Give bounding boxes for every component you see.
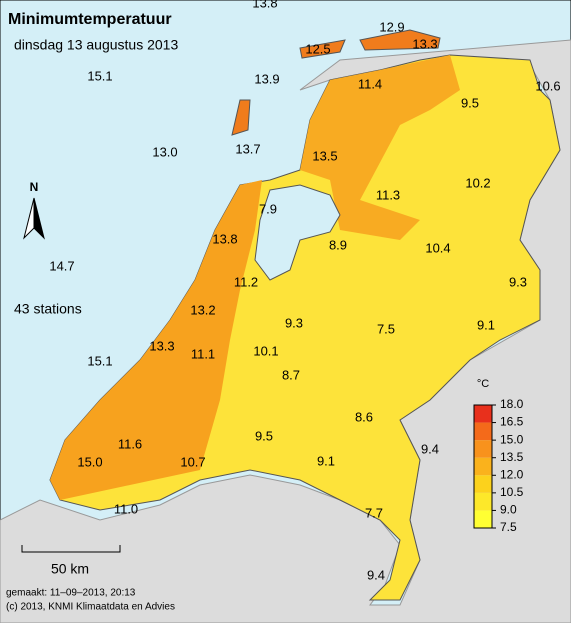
station-value: 8.9: [329, 237, 347, 252]
station-value: 10.1: [253, 343, 278, 358]
station-value: 11.1: [191, 346, 215, 361]
station-value: 9.4: [367, 567, 385, 582]
legend-label: 12.0: [500, 467, 524, 481]
legend-label: 18.0: [500, 397, 524, 411]
scale-bar: 50 km: [21, 545, 121, 577]
station-value: 13.5: [312, 148, 337, 163]
station-count: 43 stations: [14, 301, 82, 317]
station-value: 13.7: [235, 141, 260, 156]
title: Minimumtemperatuur: [8, 11, 172, 28]
station-value: 11.4: [358, 76, 382, 91]
station-value: 13.9: [254, 71, 279, 86]
islands: [231, 29, 441, 136]
station-value: 9.3: [509, 274, 527, 289]
station-value: 15.1: [87, 68, 112, 83]
station-value: 12.9: [379, 19, 404, 34]
legend-swatch: [474, 492, 492, 511]
subtitle: dinsdag 13 augustus 2013: [14, 37, 178, 53]
station-value: 11.3: [376, 187, 400, 202]
station-value: 13.3: [149, 338, 174, 353]
footer-line: (c) 2013, KNMI Klimaatdata en Advies: [6, 602, 175, 613]
station-value: 7.5: [377, 321, 395, 336]
legend-label: 10.5: [500, 485, 524, 499]
station-value: 13.8: [252, 0, 277, 10]
scale-label: 50 km: [51, 561, 89, 577]
station-value: 13.0: [152, 144, 177, 159]
station-value: 9.5: [461, 95, 479, 110]
station-value: 11.0: [114, 501, 138, 516]
legend-swatch: [474, 422, 492, 441]
station-value: 10.2: [465, 175, 490, 190]
station-value: 13.3: [412, 36, 437, 51]
station-value: 9.4: [421, 441, 439, 456]
station-value: 9.1: [477, 317, 495, 332]
ijsselmeer: [254, 184, 341, 281]
north-label: N: [30, 180, 39, 194]
station-value: 14.7: [49, 258, 74, 273]
legend-swatch: [474, 405, 492, 423]
station-value: 10.7: [180, 454, 205, 469]
station-value: 15.1: [87, 353, 112, 368]
legend-frame: [473, 404, 493, 529]
station-value: 9.5: [255, 428, 273, 443]
legend-swatch: [474, 475, 492, 493]
station-value: 10.6: [535, 78, 560, 93]
legend-swatch: [474, 440, 492, 458]
legend: °C 18.0 16.5 15.0 13.5 12.0 10.5 9.0 7.5: [473, 378, 524, 534]
legend-label: 7.5: [500, 520, 517, 534]
station-value: 8.7: [282, 367, 300, 382]
legend-label: 13.5: [500, 450, 524, 464]
footer-line: gemaakt: 11–09–2013, 20:13: [6, 588, 136, 599]
north-arrow: N: [23, 180, 45, 240]
station-value: 7.9: [259, 201, 277, 216]
legend-label: 16.5: [500, 415, 524, 429]
station-value: 10.4: [425, 240, 450, 255]
stations: 13.8 12.9 13.3 12.5 15.1 13.9 11.4 9.5 10.6 13.0 1…: [49, 0, 560, 582]
station-value: 7.7: [365, 505, 383, 520]
station-value: 9.3: [285, 315, 303, 330]
legend-label: 15.0: [500, 432, 524, 446]
station-value: 13.8: [212, 231, 237, 246]
legend-label: 9.0: [500, 503, 517, 517]
station-value: 13.2: [190, 302, 215, 317]
station-value: 12.5: [305, 41, 330, 56]
legend-unit: °C: [477, 378, 489, 390]
legend-swatch: [474, 510, 492, 528]
station-value: 9.1: [317, 453, 335, 468]
station-value: 8.6: [355, 409, 373, 424]
station-value: 15.0: [77, 454, 102, 469]
legend-swatch: [474, 457, 492, 476]
station-value: 11.2: [234, 274, 258, 289]
warm-north: [300, 55, 460, 240]
station-value: 11.6: [118, 436, 142, 451]
warm-coast: [50, 180, 262, 500]
